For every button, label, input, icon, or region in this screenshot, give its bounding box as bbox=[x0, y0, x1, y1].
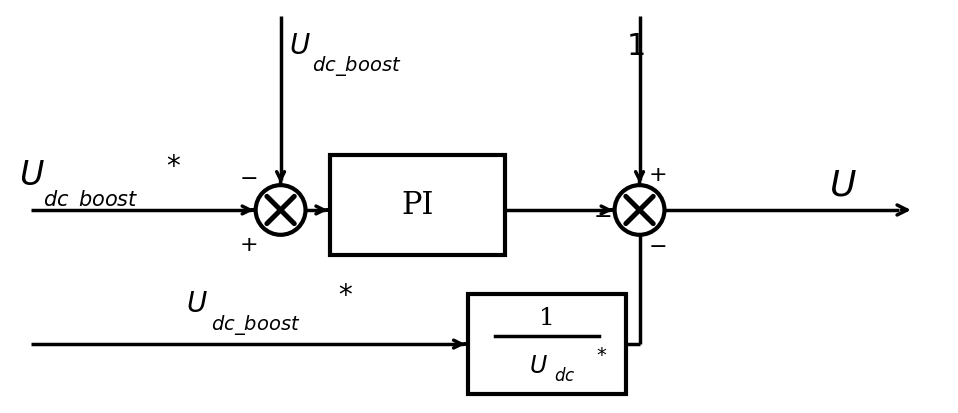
Text: $+$: $+$ bbox=[648, 165, 666, 185]
Text: 1: 1 bbox=[539, 307, 555, 330]
Text: $+$: $+$ bbox=[239, 235, 257, 255]
Text: $\it{U}$: $\it{U}$ bbox=[288, 32, 310, 60]
Text: $\mathit{dc\_boost}$: $\mathit{dc\_boost}$ bbox=[211, 313, 300, 337]
Text: $\mathit{dc\_boost}$: $\mathit{dc\_boost}$ bbox=[312, 54, 402, 78]
Text: $1$: $1$ bbox=[626, 31, 644, 62]
Text: PI: PI bbox=[401, 190, 434, 221]
Text: $\mathit{dc\_boost}$: $\mathit{dc\_boost}$ bbox=[43, 188, 139, 213]
Bar bbox=[331, 155, 505, 255]
Text: $*$: $*$ bbox=[166, 151, 181, 179]
Text: $-$: $-$ bbox=[648, 235, 666, 255]
Text: $\mathit{dc}$: $\mathit{dc}$ bbox=[554, 367, 576, 385]
Text: $\it{U}$: $\it{U}$ bbox=[530, 354, 548, 378]
Bar bbox=[468, 294, 626, 394]
Text: $\it{U}$: $\it{U}$ bbox=[19, 159, 45, 192]
Text: $*$: $*$ bbox=[596, 345, 607, 363]
Text: $\it{U}$: $\it{U}$ bbox=[186, 290, 208, 318]
Text: $\it{U}$: $\it{U}$ bbox=[829, 168, 856, 202]
Text: $*$: $*$ bbox=[338, 280, 354, 309]
Text: $-$: $-$ bbox=[239, 167, 257, 187]
Text: $-$: $-$ bbox=[594, 205, 612, 225]
